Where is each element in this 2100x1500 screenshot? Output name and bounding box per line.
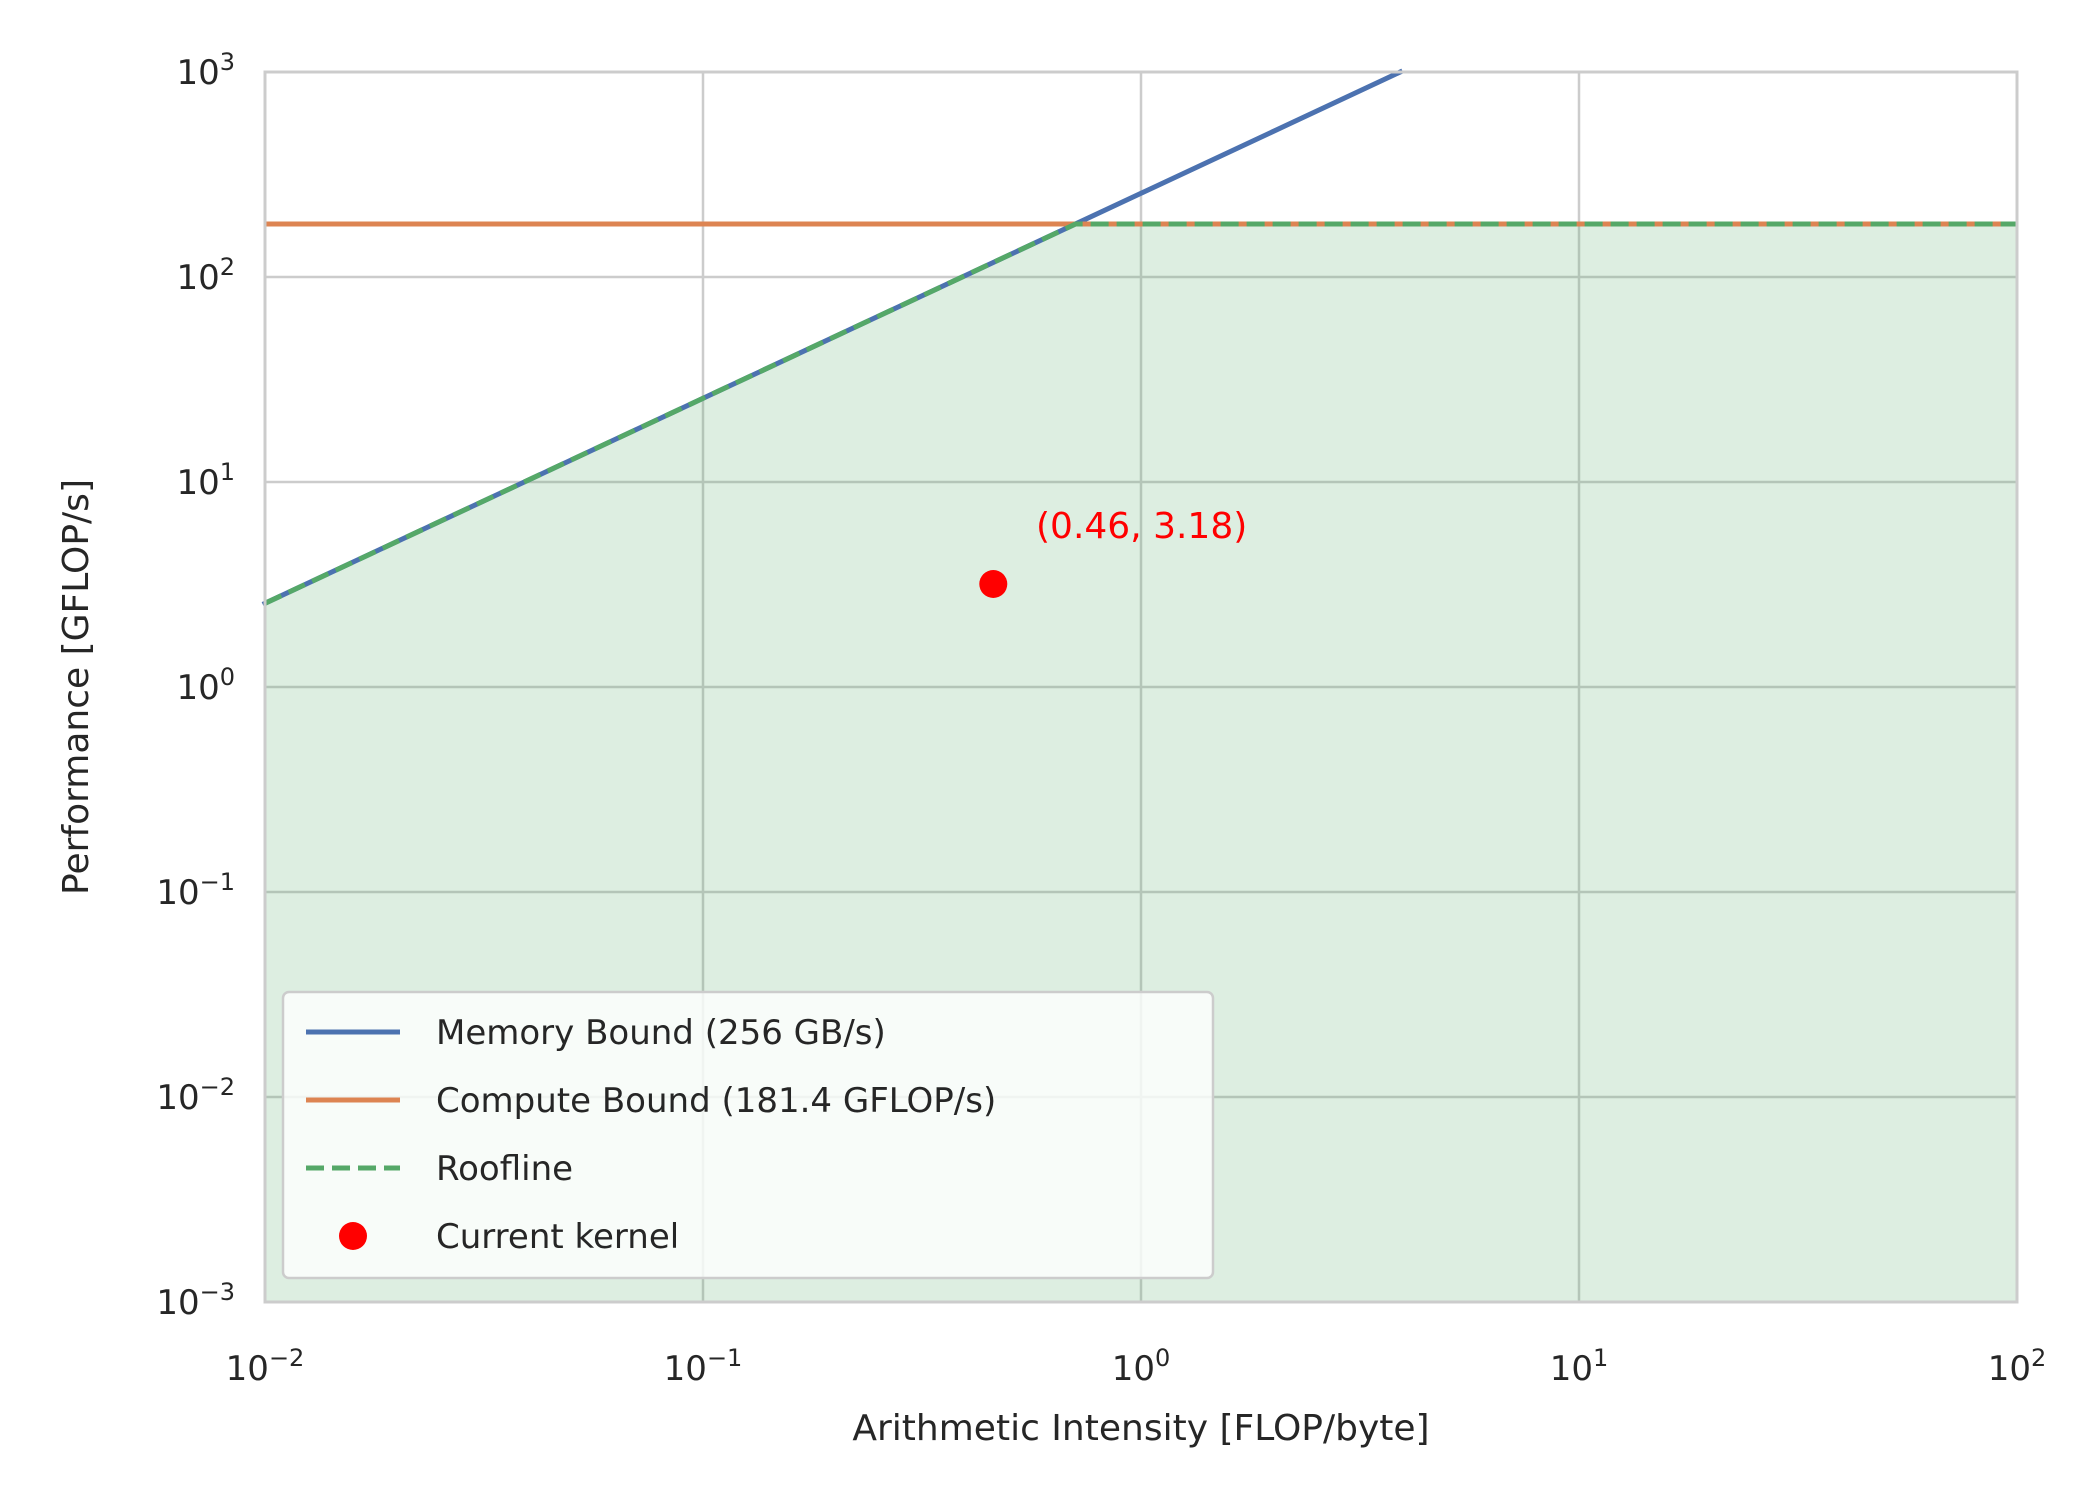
- legend-box: [281, 990, 1215, 1280]
- x-tick-label: 100: [1112, 1344, 1171, 1389]
- y-axis-label: Performance [GFLOP/s]: [56, 479, 97, 895]
- y-tick-label: 10−2: [156, 1073, 235, 1118]
- y-tick-label: 101: [176, 458, 235, 503]
- kernel-annotation: (0.46, 3.18): [1036, 506, 1247, 547]
- legend-label: Current kernel: [436, 1217, 679, 1257]
- series-layer: [261, 68, 2017, 607]
- legend-label: Roofline: [436, 1149, 573, 1189]
- current-kernel-point: [979, 570, 1008, 599]
- x-axis-label: Arithmetic Intensity [FLOP/byte]: [852, 1408, 1429, 1449]
- legend-label: Memory Bound (256 GB/s): [436, 1013, 886, 1053]
- y-tick-label: 103: [176, 48, 235, 93]
- y-tick-label: 100: [176, 663, 235, 708]
- x-tick-label: 102: [1988, 1344, 2047, 1389]
- y-tick-label: 10−1: [156, 868, 235, 913]
- x-tick-labels: 10−2 10−1 100 101 102: [226, 1344, 2047, 1389]
- y-tick-label: 102: [176, 253, 235, 298]
- legend-label: Compute Bound (181.4 GFLOP/s): [436, 1081, 996, 1121]
- x-tick-label: 10−1: [664, 1344, 743, 1389]
- plot-frame: [263, 70, 2019, 1304]
- roofline-line: [263, 221, 2017, 606]
- x-tick-label: 101: [1550, 1344, 1609, 1389]
- legend: Memory Bound (256 GB/s) Compute Bound (18…: [281, 990, 1215, 1280]
- legend-marker-current-kernel: [339, 1222, 367, 1250]
- y-tick-labels: 10−3 10−2 10−1 100 101 102 103: [156, 48, 235, 1323]
- y-tick-label: 10−3: [156, 1278, 235, 1323]
- x-tick-label: 10−2: [226, 1344, 305, 1389]
